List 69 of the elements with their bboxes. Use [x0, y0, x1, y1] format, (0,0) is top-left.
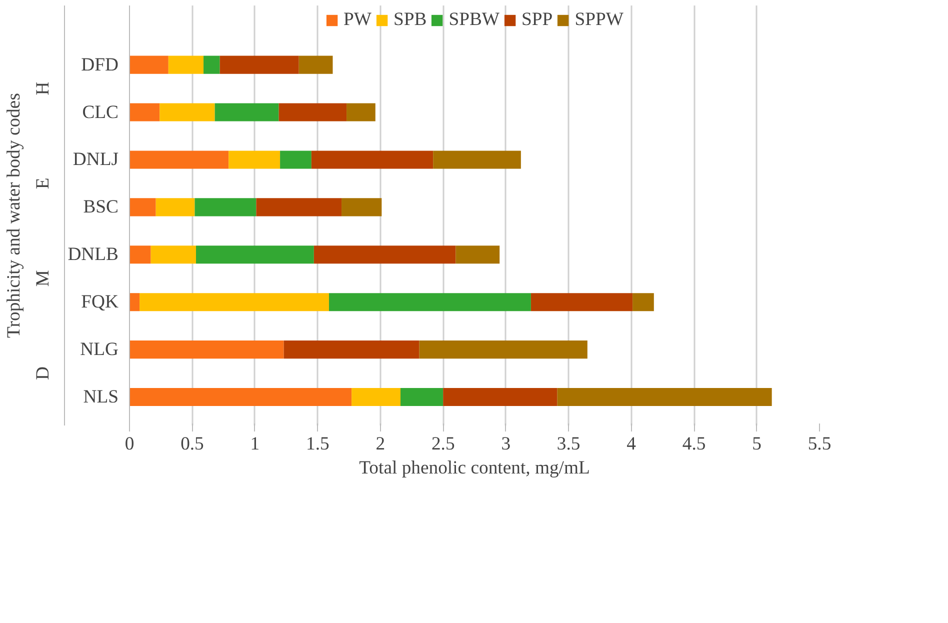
x-tick-label: 1.5: [306, 434, 330, 454]
x-tick-label: 5: [752, 434, 762, 454]
bar: [130, 150, 229, 169]
bar: [220, 56, 299, 74]
x-tick-label: 1: [250, 434, 260, 454]
y-tick-label: DNLB: [68, 244, 119, 266]
bar: [632, 293, 654, 312]
y-tick-label: CLC: [82, 102, 119, 123]
bar: [419, 340, 588, 359]
bar: [130, 388, 352, 406]
bar: [140, 293, 329, 312]
bar: [284, 340, 420, 359]
legend-label: SPBW: [448, 9, 500, 31]
x-tick-label: 2: [376, 434, 386, 454]
bar: [298, 56, 333, 74]
bar: [214, 103, 279, 122]
y-axis-title: Trophicity and water body codes: [4, 93, 24, 338]
x-tick-label: 4.5: [682, 434, 706, 454]
bar: [278, 103, 347, 122]
bar: [160, 103, 215, 122]
bar: [150, 246, 196, 264]
bar: [204, 56, 220, 74]
bar: [130, 293, 140, 312]
x-axis-title: Total phenolic content, mg/mL: [359, 458, 590, 478]
bar: [530, 293, 633, 312]
text: M: [32, 270, 54, 287]
bar: [352, 388, 400, 406]
bar: [456, 246, 500, 264]
y-tick-label: NLG: [80, 339, 118, 360]
bar: [130, 103, 160, 122]
bar: [130, 246, 151, 264]
x-tick-label: 3: [501, 434, 511, 454]
legend-label: SPPW: [574, 9, 624, 31]
bar: [196, 246, 314, 264]
y-tick-label: NLS: [83, 386, 119, 408]
legend-label: PW: [344, 9, 372, 31]
bar: [328, 293, 531, 312]
x-tick-label: 0: [124, 434, 134, 454]
y-tick-label: DFD: [81, 54, 119, 76]
x-tick-label: 0.5: [180, 434, 204, 454]
bar: [194, 198, 256, 216]
y-tick-label: FQK: [81, 292, 120, 313]
legend-label: SPP: [522, 9, 553, 31]
bar: [228, 150, 280, 169]
bar: [311, 150, 434, 169]
x-tick-label: 3.5: [556, 434, 580, 454]
bar: [400, 388, 444, 406]
text: H: [32, 82, 54, 96]
bar: [342, 198, 382, 216]
bar: [130, 340, 284, 359]
bar: [168, 56, 204, 74]
bar: [314, 246, 456, 264]
bar: [256, 198, 342, 216]
y-tick-label: DNLJ: [72, 149, 119, 170]
text: D: [32, 366, 54, 380]
x-tick-label: 2.5: [431, 434, 455, 454]
x-tick-label: 5.5: [808, 434, 832, 454]
bar: [280, 150, 312, 169]
bar: [130, 198, 156, 216]
bar: [346, 103, 376, 122]
bar: [130, 56, 168, 74]
y-tick-label: BSC: [83, 196, 119, 218]
bar: [557, 388, 772, 406]
bar: [156, 198, 195, 216]
text: E: [32, 178, 54, 190]
x-tick-label: 4: [626, 434, 637, 454]
bar: [443, 388, 558, 406]
bar: [433, 150, 521, 169]
legend-label: SPB: [394, 9, 427, 31]
